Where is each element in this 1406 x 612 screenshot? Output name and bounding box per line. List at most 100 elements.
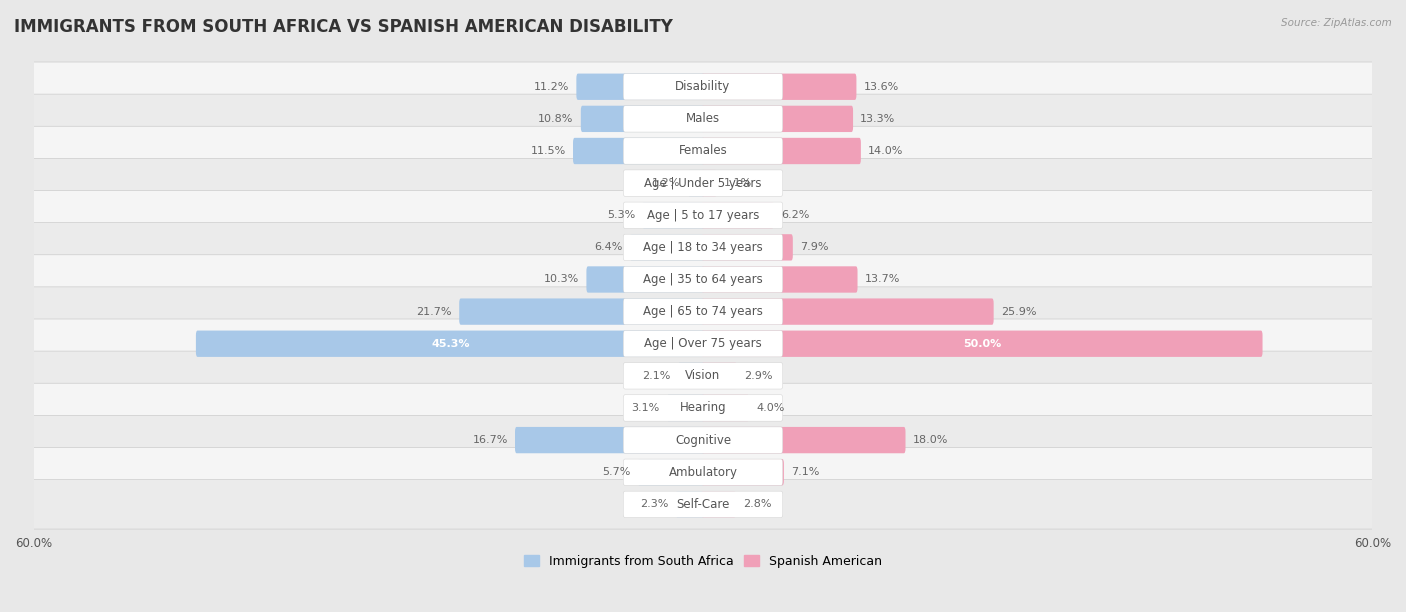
FancyBboxPatch shape	[30, 383, 1376, 433]
FancyBboxPatch shape	[574, 138, 704, 164]
FancyBboxPatch shape	[30, 416, 1376, 465]
Text: 3.1%: 3.1%	[631, 403, 659, 413]
FancyBboxPatch shape	[623, 202, 783, 228]
Text: 2.1%: 2.1%	[643, 371, 671, 381]
FancyBboxPatch shape	[623, 266, 783, 293]
FancyBboxPatch shape	[638, 459, 704, 485]
FancyBboxPatch shape	[623, 330, 783, 357]
FancyBboxPatch shape	[623, 106, 783, 132]
Text: 5.7%: 5.7%	[602, 467, 630, 477]
FancyBboxPatch shape	[581, 106, 704, 132]
Text: 6.4%: 6.4%	[595, 242, 623, 252]
FancyBboxPatch shape	[702, 202, 773, 228]
FancyBboxPatch shape	[30, 447, 1376, 497]
FancyBboxPatch shape	[702, 459, 785, 485]
FancyBboxPatch shape	[586, 266, 704, 293]
FancyBboxPatch shape	[702, 266, 858, 293]
FancyBboxPatch shape	[702, 73, 856, 100]
FancyBboxPatch shape	[688, 170, 704, 196]
Legend: Immigrants from South Africa, Spanish American: Immigrants from South Africa, Spanish Am…	[519, 550, 887, 573]
Text: Source: ZipAtlas.com: Source: ZipAtlas.com	[1281, 18, 1392, 28]
FancyBboxPatch shape	[702, 234, 793, 261]
Text: 5.3%: 5.3%	[607, 211, 636, 220]
Text: Males: Males	[686, 113, 720, 125]
Text: 11.5%: 11.5%	[530, 146, 565, 156]
Text: Age | Over 75 years: Age | Over 75 years	[644, 337, 762, 350]
Text: 50.0%: 50.0%	[963, 338, 1001, 349]
Text: Age | 18 to 34 years: Age | 18 to 34 years	[643, 241, 763, 254]
FancyBboxPatch shape	[30, 319, 1376, 368]
FancyBboxPatch shape	[702, 299, 994, 325]
Text: Vision: Vision	[685, 370, 721, 382]
Text: Females: Females	[679, 144, 727, 157]
Text: 2.9%: 2.9%	[744, 371, 773, 381]
Text: 25.9%: 25.9%	[1001, 307, 1036, 316]
FancyBboxPatch shape	[623, 299, 783, 325]
FancyBboxPatch shape	[515, 427, 704, 453]
FancyBboxPatch shape	[702, 330, 1263, 357]
FancyBboxPatch shape	[30, 159, 1376, 208]
FancyBboxPatch shape	[30, 126, 1376, 176]
Text: 13.3%: 13.3%	[860, 114, 896, 124]
Text: 21.7%: 21.7%	[416, 307, 451, 316]
FancyBboxPatch shape	[30, 351, 1376, 401]
Text: 6.2%: 6.2%	[782, 211, 810, 220]
FancyBboxPatch shape	[195, 330, 704, 357]
Text: 10.8%: 10.8%	[538, 114, 574, 124]
FancyBboxPatch shape	[30, 190, 1376, 240]
Text: 1.1%: 1.1%	[724, 178, 752, 188]
Text: 45.3%: 45.3%	[432, 338, 470, 349]
Text: 11.2%: 11.2%	[534, 82, 569, 92]
FancyBboxPatch shape	[702, 363, 737, 389]
Text: Self-Care: Self-Care	[676, 498, 730, 511]
FancyBboxPatch shape	[702, 395, 749, 421]
Text: 1.2%: 1.2%	[652, 178, 681, 188]
Text: 13.6%: 13.6%	[863, 82, 898, 92]
FancyBboxPatch shape	[702, 427, 905, 453]
FancyBboxPatch shape	[623, 491, 783, 518]
Text: 16.7%: 16.7%	[472, 435, 508, 445]
FancyBboxPatch shape	[623, 427, 783, 453]
FancyBboxPatch shape	[666, 395, 704, 421]
FancyBboxPatch shape	[623, 138, 783, 164]
Text: Cognitive: Cognitive	[675, 433, 731, 447]
Text: 7.1%: 7.1%	[792, 467, 820, 477]
Text: 13.7%: 13.7%	[865, 275, 900, 285]
FancyBboxPatch shape	[623, 73, 783, 100]
FancyBboxPatch shape	[702, 106, 853, 132]
Text: 2.3%: 2.3%	[640, 499, 668, 509]
Text: 14.0%: 14.0%	[868, 146, 904, 156]
Text: Age | Under 5 years: Age | Under 5 years	[644, 177, 762, 190]
Text: Ambulatory: Ambulatory	[668, 466, 738, 479]
FancyBboxPatch shape	[30, 480, 1376, 529]
Text: 2.8%: 2.8%	[744, 499, 772, 509]
FancyBboxPatch shape	[623, 170, 783, 196]
FancyBboxPatch shape	[460, 299, 704, 325]
FancyBboxPatch shape	[702, 138, 860, 164]
FancyBboxPatch shape	[623, 459, 783, 485]
FancyBboxPatch shape	[623, 234, 783, 261]
Text: Age | 65 to 74 years: Age | 65 to 74 years	[643, 305, 763, 318]
Text: IMMIGRANTS FROM SOUTH AFRICA VS SPANISH AMERICAN DISABILITY: IMMIGRANTS FROM SOUTH AFRICA VS SPANISH …	[14, 18, 673, 36]
FancyBboxPatch shape	[702, 491, 735, 518]
FancyBboxPatch shape	[623, 395, 783, 421]
FancyBboxPatch shape	[643, 202, 704, 228]
Text: 7.9%: 7.9%	[800, 242, 828, 252]
Text: 18.0%: 18.0%	[912, 435, 948, 445]
FancyBboxPatch shape	[30, 255, 1376, 304]
Text: 4.0%: 4.0%	[756, 403, 785, 413]
FancyBboxPatch shape	[30, 223, 1376, 272]
Text: Age | 5 to 17 years: Age | 5 to 17 years	[647, 209, 759, 222]
FancyBboxPatch shape	[678, 363, 704, 389]
Text: Hearing: Hearing	[679, 401, 727, 414]
FancyBboxPatch shape	[702, 170, 717, 196]
FancyBboxPatch shape	[630, 234, 704, 261]
FancyBboxPatch shape	[576, 73, 704, 100]
FancyBboxPatch shape	[623, 363, 783, 389]
Text: Age | 35 to 64 years: Age | 35 to 64 years	[643, 273, 763, 286]
FancyBboxPatch shape	[30, 287, 1376, 337]
Text: Disability: Disability	[675, 80, 731, 93]
FancyBboxPatch shape	[30, 62, 1376, 111]
FancyBboxPatch shape	[30, 94, 1376, 144]
Text: 10.3%: 10.3%	[544, 275, 579, 285]
